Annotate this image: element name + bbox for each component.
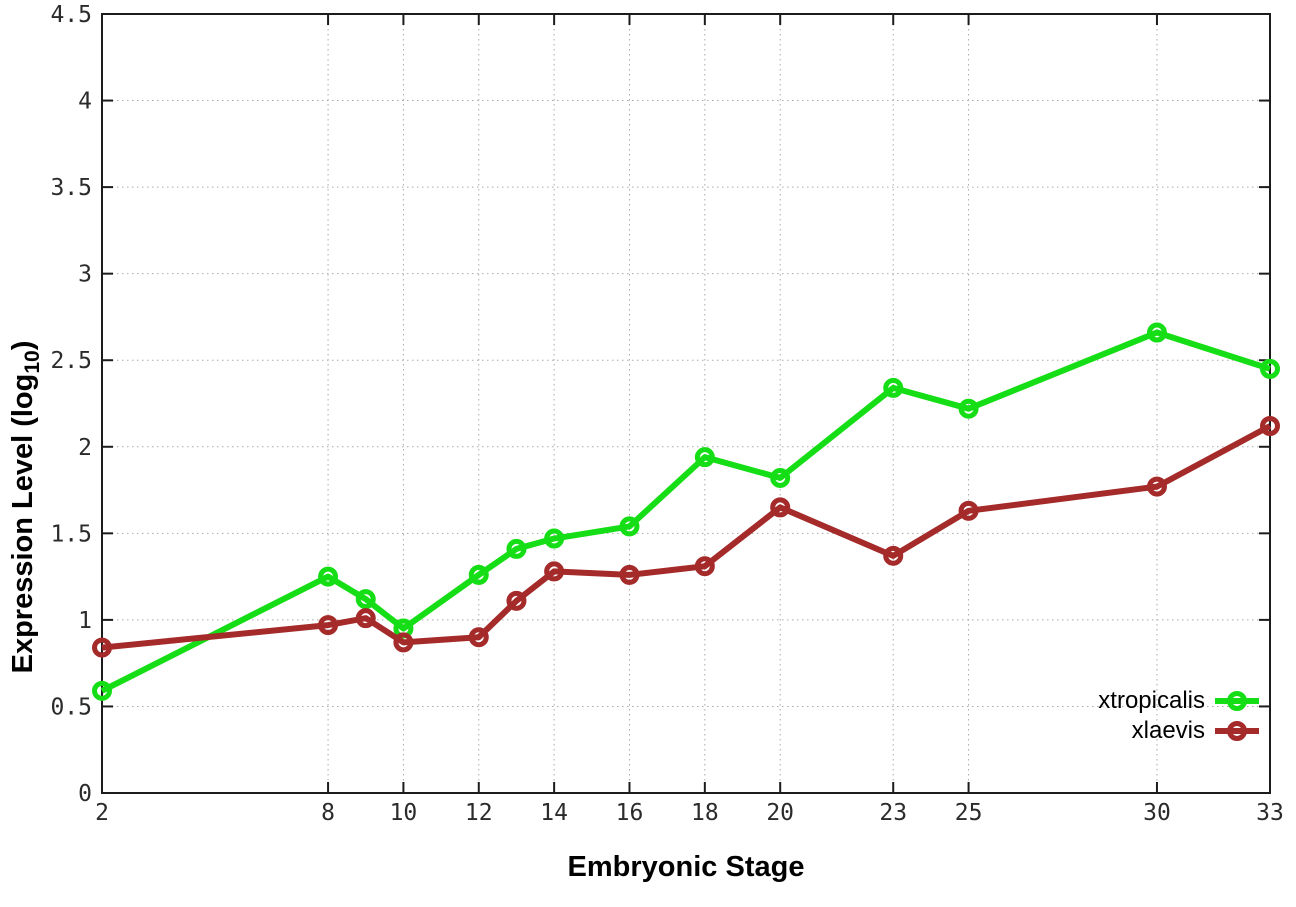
y-tick-label: 3 — [78, 262, 92, 288]
data-point-marker — [958, 500, 979, 521]
data-point-marker — [770, 467, 791, 488]
tick-labels: 2 8 10 12 14 16 18 20 23 25 30 33 0 0.5 1 1.5 2 2.5 3 3.5 4 4… — [50, 2, 1283, 826]
data-point-marker — [506, 538, 527, 559]
data-point-marker — [355, 608, 376, 629]
y-axis-title-close: ) — [7, 340, 40, 351]
data-point-marker — [694, 447, 715, 468]
data-point-marker — [92, 637, 112, 658]
data-point-marker — [92, 680, 112, 701]
axis-ticks — [101, 13, 1271, 794]
data-point-marker — [619, 516, 640, 537]
legend-label: xlaevis — [1131, 716, 1205, 744]
x-tick-label: 23 — [879, 800, 907, 826]
data-point-marker — [506, 590, 527, 611]
data-point-marker — [1146, 322, 1167, 343]
line-circle-marker-icon — [1215, 720, 1259, 741]
y-axis-title-text: Expression Level (log — [7, 373, 40, 674]
y-tick-label: 1.5 — [50, 521, 92, 547]
plot-border — [101, 13, 1271, 794]
legend-item-xtropicalis: xtropicalis — [1098, 686, 1260, 715]
legend-label: xtropicalis — [1098, 686, 1205, 714]
x-tick-label: 12 — [465, 800, 493, 826]
data-point-marker — [1146, 476, 1167, 497]
data-point-marker — [694, 556, 715, 577]
data-point-marker — [468, 627, 489, 648]
x-tick-label: 20 — [766, 800, 794, 826]
data-point-marker — [883, 377, 904, 398]
x-tick-label: 30 — [1143, 800, 1171, 826]
data-point-marker — [544, 528, 565, 549]
legend-item-xlaevis: xlaevis — [1098, 716, 1260, 745]
line-circle-marker-icon — [1215, 690, 1259, 711]
x-axis-title: Embryonic Stage — [567, 851, 805, 883]
data-point-marker — [883, 545, 904, 566]
x-tick-label: 10 — [390, 800, 418, 826]
x-tick-label: 18 — [691, 800, 719, 826]
x-tick-label: 2 — [95, 800, 109, 826]
data-point-marker — [355, 589, 376, 610]
data-point-marker — [468, 564, 489, 585]
data-point-marker — [958, 398, 979, 419]
data-point-marker — [544, 561, 565, 582]
data-point-marker — [318, 566, 339, 587]
y-tick-label: 1 — [78, 608, 92, 634]
series-xlaevis — [92, 416, 1280, 658]
y-axis-title-subscript: 10 — [20, 350, 44, 374]
x-tick-label: 33 — [1256, 800, 1284, 826]
x-tick-label: 8 — [321, 800, 335, 826]
x-tick-label: 25 — [955, 800, 983, 826]
y-tick-label: 0.5 — [50, 694, 92, 720]
y-tick-label: 0 — [78, 781, 92, 807]
y-tick-label: 4.5 — [50, 2, 92, 28]
series-line-xtropicalis — [100, 329, 1271, 694]
data-point-marker — [770, 497, 791, 518]
y-axis-title: Expression Level (log10) — [7, 341, 45, 674]
x-tick-label: 16 — [616, 800, 644, 826]
gridlines — [102, 14, 1271, 793]
y-tick-label: 3.5 — [50, 175, 92, 201]
y-tick-label: 2 — [78, 435, 92, 461]
data-point-marker — [393, 632, 414, 653]
data-point-marker — [619, 564, 640, 585]
legend: xtropicalis xlaevis — [1098, 686, 1260, 745]
series-line-xlaevis — [101, 423, 1272, 651]
y-tick-label: 4 — [78, 89, 92, 115]
y-tick-label: 2.5 — [50, 348, 92, 374]
x-tick-label: 14 — [540, 800, 568, 826]
data-point-marker — [318, 615, 339, 636]
series-xtropicalis — [92, 322, 1280, 701]
data-point-marker — [1260, 358, 1280, 379]
data-point-marker — [1260, 416, 1280, 437]
